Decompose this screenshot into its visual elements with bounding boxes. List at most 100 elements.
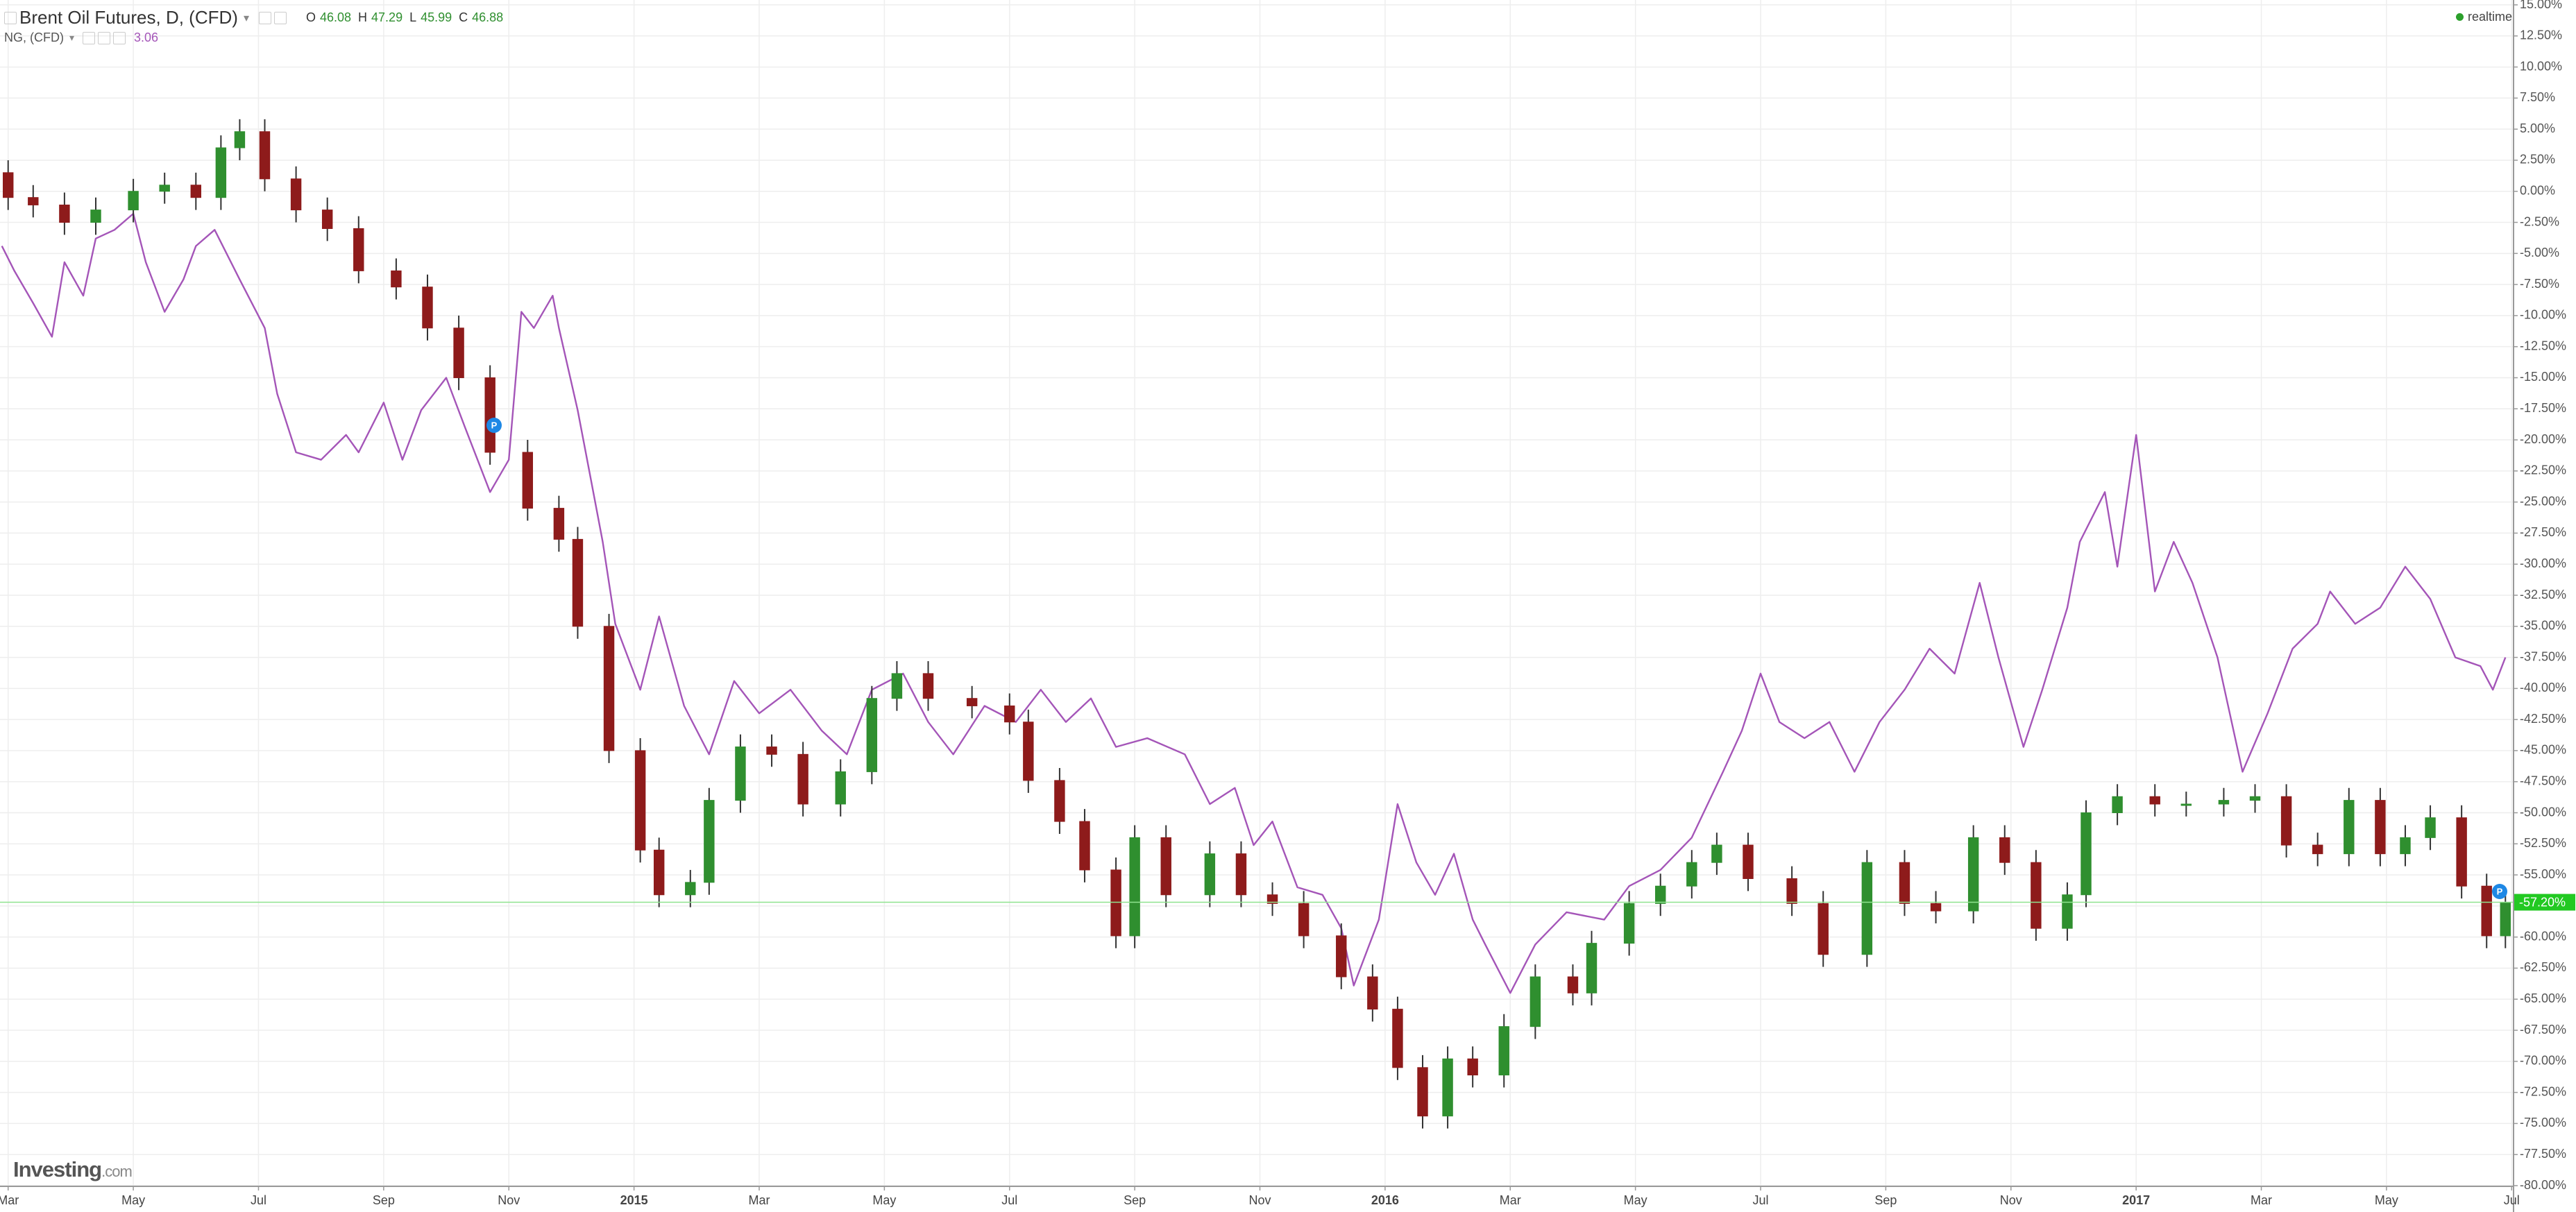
candle-body — [2344, 800, 2355, 855]
y-tick-label: -75.00% — [2520, 1116, 2566, 1129]
marker-dot — [486, 418, 502, 433]
y-tick-label: -67.50% — [2520, 1023, 2566, 1036]
y-tick-label: -27.50% — [2520, 525, 2566, 539]
candle-body — [634, 750, 646, 851]
candle-body — [2081, 812, 2092, 896]
candle-body — [2249, 796, 2261, 801]
candle-body — [1023, 722, 1034, 781]
x-tick-label: Jul — [251, 1193, 266, 1207]
y-tick-label: -72.50% — [2520, 1084, 2566, 1098]
candle-body — [2375, 800, 2386, 855]
candle-body — [1054, 780, 1065, 822]
candle-body — [685, 882, 696, 896]
candle-body — [190, 185, 202, 198]
candle-body — [2456, 817, 2467, 887]
compare-legend: NG, (CFD) ▾ 3.06 — [0, 31, 158, 45]
candle-body — [1743, 844, 1754, 879]
candle-body — [1336, 935, 1347, 978]
y-tick-label: 12.50% — [2520, 28, 2562, 42]
y-tick-label: -55.00% — [2520, 867, 2566, 881]
candle-body — [522, 452, 534, 509]
candle-body — [391, 270, 402, 288]
ng-line — [1, 212, 2507, 994]
candle-body — [484, 377, 495, 453]
hide-button[interactable] — [98, 31, 111, 44]
candle-body — [59, 204, 70, 223]
candle-body — [259, 131, 271, 180]
candle-body — [321, 210, 333, 229]
y-tick-label: -22.50% — [2520, 463, 2566, 477]
candle-body — [2280, 796, 2292, 846]
y-tick-label: -60.00% — [2520, 929, 2566, 943]
x-tick-label: May — [121, 1193, 145, 1207]
candle-body — [1817, 903, 1829, 955]
settings-button[interactable] — [83, 31, 96, 44]
candle-body — [1686, 862, 1697, 887]
candle-body — [128, 191, 139, 211]
y-tick-label: -40.00% — [2520, 681, 2566, 694]
plot — [0, 119, 2514, 1129]
candle-body — [653, 849, 665, 896]
x-tick-label: 2017 — [2122, 1193, 2150, 1207]
candle-body — [1079, 821, 1090, 871]
y-tick-label: -17.50% — [2520, 401, 2566, 415]
y-tick-label: -25.00% — [2520, 494, 2566, 508]
candle-body — [159, 185, 170, 192]
x-tick-label: Mar — [0, 1193, 19, 1207]
dropdown-arrow[interactable]: ▾ — [243, 12, 249, 24]
y-tick-label: -7.50% — [2520, 277, 2559, 291]
close-button[interactable] — [273, 11, 287, 24]
quote: O 46.08 H 47.29 L 45.99 C 46.88 — [299, 10, 503, 25]
candle-body — [453, 327, 464, 378]
candle-body — [866, 698, 878, 772]
quote-label: L — [409, 10, 417, 24]
candle-body — [766, 746, 777, 755]
watermark-name: Investing — [13, 1157, 102, 1181]
status: realtime — [2455, 10, 2512, 24]
settings-button[interactable] — [258, 11, 271, 24]
candle-body — [1417, 1067, 1428, 1117]
x-tick-label: Mar — [2251, 1193, 2272, 1207]
dropdown-arrow[interactable]: ▾ — [69, 32, 75, 43]
y-tick-label: -35.00% — [2520, 619, 2566, 633]
status-dot — [2455, 13, 2464, 21]
candle-body — [572, 538, 584, 627]
candle-body — [2149, 796, 2160, 805]
quote-value: 46.88 — [472, 10, 504, 24]
quote-value: 45.99 — [421, 10, 452, 24]
candle-body — [422, 287, 433, 329]
collapse-button[interactable] — [4, 11, 17, 24]
x-tick-label: May — [1624, 1193, 1647, 1207]
last-value: 3.06 — [134, 31, 159, 44]
y-tick-label: -32.50% — [2520, 588, 2566, 601]
y-tick-label: 7.50% — [2520, 90, 2555, 104]
y-tick-label: 5.00% — [2520, 121, 2555, 135]
marker-letter: P — [491, 420, 498, 430]
candle-body — [1899, 862, 1910, 904]
grid — [0, 0, 2514, 1186]
marker-letter: P — [2497, 886, 2503, 896]
x-tick-label: 2015 — [620, 1193, 648, 1207]
x-tick-label: Sep — [1124, 1193, 1146, 1207]
close-button[interactable] — [113, 31, 126, 44]
y-tick-label: 15.00% — [2520, 0, 2562, 11]
y-tick-label: 0.00% — [2520, 183, 2555, 197]
x-tick-label: Nov — [2000, 1193, 2022, 1207]
y-tick-label: -37.50% — [2520, 649, 2566, 663]
candle-body — [2481, 885, 2492, 937]
candle-body — [215, 147, 227, 198]
y-tick-label: -20.00% — [2520, 432, 2566, 446]
candle-body — [1004, 705, 1015, 723]
main-legend: Brent Oil Futures, D, (CFD) ▾ O 46.08 H 47.… — [0, 7, 503, 28]
x-tick-label: Jul — [1001, 1193, 1017, 1207]
x-tick-label: Mar — [748, 1193, 770, 1207]
candle-body — [1498, 1026, 1509, 1076]
y-tick-label: -77.50% — [2520, 1147, 2566, 1161]
y-tick-label: -50.00% — [2520, 805, 2566, 819]
last-price-box — [2514, 894, 2575, 911]
candle-body — [2062, 894, 2073, 929]
x-tick-label: Nov — [498, 1193, 520, 1207]
series-name: Brent Oil Futures, D, (CFD) — [19, 7, 238, 28]
quote-label: C — [459, 10, 468, 24]
